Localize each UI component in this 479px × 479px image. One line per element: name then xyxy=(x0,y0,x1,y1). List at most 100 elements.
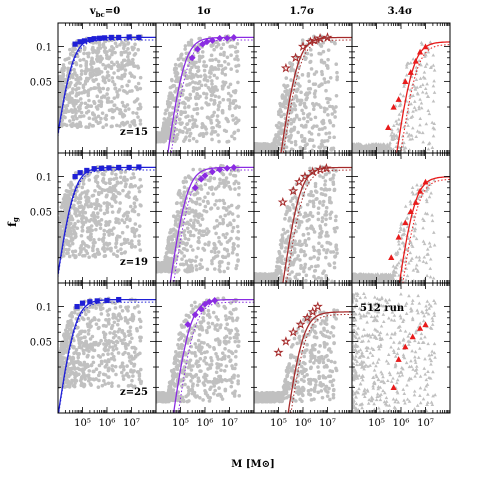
halo-point xyxy=(313,277,318,281)
halo-point xyxy=(102,228,106,233)
halo-point xyxy=(236,214,240,219)
halo-point xyxy=(174,120,178,125)
halo-point xyxy=(329,210,334,215)
halo-point xyxy=(134,111,139,116)
halo-point xyxy=(199,258,204,262)
halo-point xyxy=(118,201,122,205)
halo-point xyxy=(89,224,94,228)
halo-point xyxy=(58,108,62,113)
halo-point xyxy=(123,250,128,254)
halo-point xyxy=(164,251,169,255)
halo-point xyxy=(114,194,118,199)
halo-point xyxy=(182,69,187,74)
halo-point xyxy=(133,42,137,47)
halo-point xyxy=(191,75,196,79)
halo-point xyxy=(224,176,229,180)
halo-point xyxy=(104,64,108,68)
halo-point xyxy=(217,264,222,269)
halo-point xyxy=(173,89,177,94)
halo-point xyxy=(133,222,138,226)
halo-point xyxy=(188,92,193,97)
halo-point xyxy=(215,254,220,258)
halo-point xyxy=(289,68,293,73)
halo-point xyxy=(178,262,183,267)
halo-point xyxy=(297,117,302,122)
halo-point xyxy=(431,63,436,67)
halo-point xyxy=(187,138,192,143)
halo-point xyxy=(198,94,202,99)
halo-point xyxy=(174,86,179,91)
halo-point xyxy=(217,221,222,226)
halo-point xyxy=(75,122,79,127)
halo-point xyxy=(209,121,214,125)
halo-point xyxy=(229,94,233,98)
halo-point xyxy=(221,220,226,225)
halo-point xyxy=(106,73,111,78)
halo-point xyxy=(216,67,221,71)
halo-point xyxy=(100,178,105,183)
halo-point xyxy=(183,105,187,110)
halo-point xyxy=(165,99,170,104)
halo-point xyxy=(70,115,75,119)
halo-point xyxy=(166,238,171,242)
data-point xyxy=(197,175,205,183)
halo-point xyxy=(73,198,77,203)
halo-point xyxy=(172,214,176,219)
halo-point xyxy=(137,242,141,246)
halo-point xyxy=(188,175,192,180)
halo-point xyxy=(279,114,284,119)
halo-point xyxy=(118,235,122,239)
halo-point xyxy=(70,188,74,193)
halo-point xyxy=(93,189,97,193)
halo-point xyxy=(191,248,195,252)
halo-point xyxy=(222,128,227,133)
halo-point xyxy=(162,136,166,141)
halo-point xyxy=(292,125,297,130)
halo-point xyxy=(94,202,98,207)
halo-point xyxy=(305,119,310,124)
halo-point xyxy=(217,198,222,203)
halo-point xyxy=(235,252,239,257)
halo-point xyxy=(222,247,227,251)
data-point xyxy=(87,36,93,43)
halo-point xyxy=(182,254,187,258)
halo-point xyxy=(138,177,143,182)
halo-point xyxy=(156,265,161,269)
halo-point xyxy=(334,214,338,219)
halo-point xyxy=(302,139,307,144)
halo-point xyxy=(169,77,174,82)
halo-point xyxy=(333,109,337,114)
halo-point xyxy=(74,111,78,115)
halo-point xyxy=(79,72,84,77)
halo-point xyxy=(309,53,314,57)
halo-point xyxy=(212,66,216,70)
halo-point xyxy=(99,218,104,222)
halo-point xyxy=(400,134,405,138)
halo-point xyxy=(410,126,415,130)
halo-point xyxy=(95,180,100,185)
data-point xyxy=(91,36,97,42)
halo-point xyxy=(307,79,312,84)
halo-point xyxy=(206,243,211,247)
halo-point xyxy=(125,178,129,182)
halo-point xyxy=(62,65,67,70)
panel-plot-area xyxy=(254,162,352,283)
halo-point xyxy=(137,239,141,243)
halo-point xyxy=(86,199,91,203)
y-tick-label: 0.1 xyxy=(36,173,52,184)
halo-point xyxy=(234,179,238,184)
halo-point xyxy=(203,77,207,81)
data-point xyxy=(116,164,122,171)
halo-point xyxy=(217,235,221,240)
halo-point xyxy=(96,56,101,61)
halo-point xyxy=(310,148,314,153)
halo-point xyxy=(132,209,137,214)
halo-point xyxy=(124,182,128,186)
halo-point xyxy=(101,125,105,130)
halo-point xyxy=(94,119,99,124)
halo-point xyxy=(412,105,417,109)
halo-point xyxy=(86,244,91,249)
halo-point xyxy=(193,259,198,263)
halo-point xyxy=(81,178,86,183)
halo-point xyxy=(288,208,292,212)
